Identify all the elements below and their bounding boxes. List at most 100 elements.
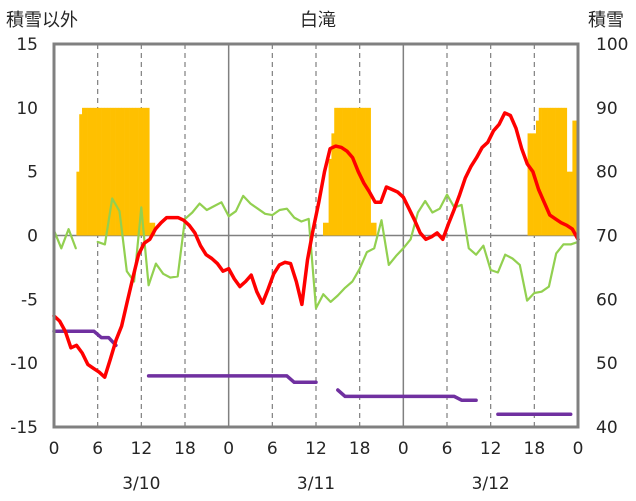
snow-depth-bar [535, 120, 540, 236]
snow-depth-bar [323, 222, 327, 236]
hour-tick-label: 0 [573, 439, 584, 459]
snow-depth-bar [124, 107, 128, 236]
snow-depth-bar [331, 133, 335, 236]
snow-depth-bar [112, 107, 116, 236]
snow-depth-bar [541, 107, 545, 236]
snow-depth-bar [370, 222, 374, 236]
snow-depth-bar [325, 222, 329, 236]
snow-depth-bar [544, 107, 548, 236]
snow-depth-bar [76, 171, 80, 236]
snow-depth-bar [563, 107, 568, 236]
snow-depth-bar [339, 107, 343, 236]
hour-tick-label: 12 [480, 439, 502, 459]
snow-depth-bar [98, 107, 102, 236]
green-series-line [52, 228, 77, 250]
snow-depth-bar [101, 107, 105, 236]
green-series-line [96, 193, 580, 310]
snow-depth-bar [121, 107, 125, 236]
snow-depth-bar [104, 107, 108, 236]
snow-depth-bar [110, 107, 114, 236]
left-tick-label: 15 [16, 35, 38, 55]
snow-depth-bar [530, 133, 534, 236]
chart-title: 白滝 [300, 10, 336, 31]
snow-depth-bar [359, 107, 363, 236]
hour-tick-label: 0 [223, 439, 234, 459]
snow-depth-bar [143, 107, 147, 236]
snow-depth-bar [87, 107, 91, 236]
snow-depth-bar [351, 107, 355, 236]
snow-depth-bar [345, 107, 349, 236]
snow-depth-bar [107, 107, 111, 236]
snow-depth-bar [552, 107, 556, 236]
snow-depth-bar [373, 222, 377, 236]
right-tick-label: 80 [596, 163, 618, 183]
plot-frame [52, 42, 580, 429]
hour-tick-label: 18 [349, 439, 371, 459]
purple-series-line [146, 374, 318, 385]
hour-tick-label: 18 [524, 439, 546, 459]
snow-depth-bar [328, 158, 332, 236]
left-tick-label: -10 [10, 354, 38, 374]
snow-depth-bar [367, 107, 371, 236]
hour-tick-label: 18 [174, 439, 196, 459]
snow-depth-bar [129, 107, 133, 236]
right-axis-title: 積雪 [588, 10, 624, 31]
hour-tick-label: 0 [49, 439, 60, 459]
snow-depth-bar [555, 107, 559, 236]
date-tick-label: 3/11 [297, 474, 335, 494]
hour-tick-label: 0 [398, 439, 409, 459]
snow-depth-bar [561, 107, 565, 236]
snow-depth-bar [365, 107, 369, 236]
purple-series-line [336, 388, 478, 402]
snow-depth-bar [342, 107, 346, 236]
left-tick-label: 5 [27, 163, 38, 183]
purple-series-line [52, 329, 118, 348]
hour-tick-label: 6 [442, 439, 453, 459]
snow-depth-bar [558, 107, 562, 236]
snow-depth-bar [353, 107, 357, 236]
snow-depth-bar [93, 107, 97, 236]
snow-depth-bar [96, 107, 100, 236]
snow-depth-bar [146, 107, 150, 236]
snow-depth-bar [533, 133, 537, 236]
snow-depth-bar [334, 107, 338, 236]
snow-depth-bar [84, 107, 88, 236]
red-series-line [52, 111, 580, 379]
snow-depth-bar [138, 107, 142, 236]
snow-depth-bar [569, 171, 573, 236]
snow-depth-bar [79, 114, 83, 236]
snow-depth-bar [572, 120, 576, 236]
left-tick-label: 10 [16, 99, 38, 119]
right-tick-label: 40 [596, 418, 618, 438]
snow-depth-bar [337, 107, 341, 236]
snow-depth-bar [140, 107, 144, 236]
snow-depth-bar [348, 107, 352, 236]
right-tick-label: 60 [596, 290, 618, 310]
left-tick-label: -5 [21, 290, 38, 310]
left-axis-title: 積雪以外 [6, 10, 78, 31]
snow-depth-bar [118, 107, 122, 236]
date-tick-label: 3/12 [472, 474, 510, 494]
hour-tick-label: 12 [131, 439, 153, 459]
snow-depth-bar [362, 107, 366, 236]
snow-depth-bar [82, 107, 86, 236]
snow-depth-bar [566, 171, 570, 236]
snow-depth-bar [135, 107, 139, 236]
left-tick-label: -15 [10, 418, 38, 438]
snow-depth-bar [132, 107, 136, 236]
hour-tick-label: 6 [267, 439, 278, 459]
hour-tick-label: 6 [92, 439, 103, 459]
right-tick-label: 70 [596, 227, 618, 247]
hour-tick-label: 12 [305, 439, 327, 459]
right-tick-label: 90 [596, 99, 618, 119]
snow-depth-bar [126, 107, 130, 236]
snow-depth-bar [538, 107, 542, 236]
snow-depth-bar [149, 222, 153, 236]
snow-depth-bar [115, 107, 119, 236]
date-tick-label: 3/10 [122, 474, 160, 494]
snow-depth-bar [90, 107, 94, 236]
snow-depth-bar [547, 107, 551, 236]
right-tick-label: 100 [596, 35, 628, 55]
